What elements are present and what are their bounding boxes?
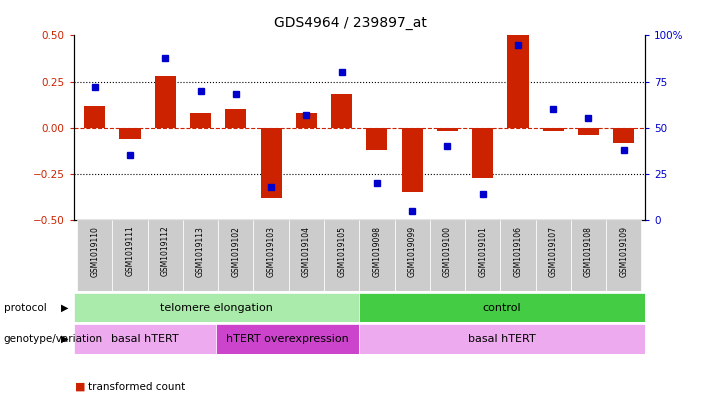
Text: GSM1019109: GSM1019109: [619, 226, 628, 277]
Bar: [217, 324, 360, 354]
Bar: [508, 35, 529, 128]
Bar: [289, 220, 324, 291]
Text: ■: ■: [76, 382, 86, 392]
Text: GSM1019100: GSM1019100: [443, 226, 452, 277]
Text: GSM1019099: GSM1019099: [408, 226, 416, 277]
Bar: [465, 220, 501, 291]
Bar: [360, 220, 395, 291]
Text: GSM1019101: GSM1019101: [478, 226, 487, 277]
Text: protocol: protocol: [4, 303, 46, 312]
Bar: [324, 220, 360, 291]
Bar: [430, 220, 465, 291]
Bar: [331, 94, 352, 128]
Bar: [155, 76, 176, 128]
Text: GSM1019107: GSM1019107: [549, 226, 558, 277]
Bar: [183, 220, 218, 291]
Text: GSM1019113: GSM1019113: [196, 226, 205, 277]
Bar: [395, 220, 430, 291]
Bar: [296, 113, 317, 128]
Text: GSM1019108: GSM1019108: [584, 226, 593, 277]
Text: transformed count: transformed count: [88, 382, 185, 392]
Bar: [190, 113, 211, 128]
Bar: [119, 128, 141, 139]
Bar: [84, 106, 105, 128]
Text: GSM1019098: GSM1019098: [372, 226, 381, 277]
Bar: [543, 128, 564, 131]
Bar: [112, 220, 148, 291]
Bar: [77, 220, 112, 291]
Bar: [606, 220, 641, 291]
Text: GSM1019104: GSM1019104: [302, 226, 311, 277]
Text: GSM1019105: GSM1019105: [337, 226, 346, 277]
Bar: [437, 128, 458, 131]
Bar: [402, 128, 423, 193]
Text: GSM1019110: GSM1019110: [90, 226, 100, 277]
Text: GSM1019111: GSM1019111: [125, 226, 135, 277]
Bar: [501, 220, 536, 291]
Bar: [74, 324, 217, 354]
Bar: [578, 128, 599, 135]
Text: ▶: ▶: [62, 303, 69, 312]
Bar: [74, 293, 360, 322]
Bar: [254, 220, 289, 291]
Text: telomere elongation: telomere elongation: [160, 303, 273, 312]
Text: GSM1019102: GSM1019102: [231, 226, 240, 277]
Bar: [367, 128, 388, 150]
Text: control: control: [483, 303, 522, 312]
Bar: [536, 220, 571, 291]
Text: GDS4964 / 239897_at: GDS4964 / 239897_at: [274, 16, 427, 30]
Bar: [360, 324, 645, 354]
Text: GSM1019103: GSM1019103: [266, 226, 275, 277]
Bar: [225, 109, 247, 128]
Bar: [613, 128, 634, 143]
Text: hTERT overexpression: hTERT overexpression: [226, 334, 349, 344]
Bar: [148, 220, 183, 291]
Text: ▶: ▶: [62, 334, 69, 344]
Bar: [360, 293, 645, 322]
Text: basal hTERT: basal hTERT: [468, 334, 536, 344]
Text: basal hTERT: basal hTERT: [111, 334, 179, 344]
Bar: [218, 220, 254, 291]
Bar: [571, 220, 606, 291]
Bar: [261, 128, 282, 198]
Bar: [472, 128, 494, 178]
Text: genotype/variation: genotype/variation: [4, 334, 102, 344]
Text: GSM1019112: GSM1019112: [161, 226, 170, 277]
Text: GSM1019106: GSM1019106: [513, 226, 522, 277]
